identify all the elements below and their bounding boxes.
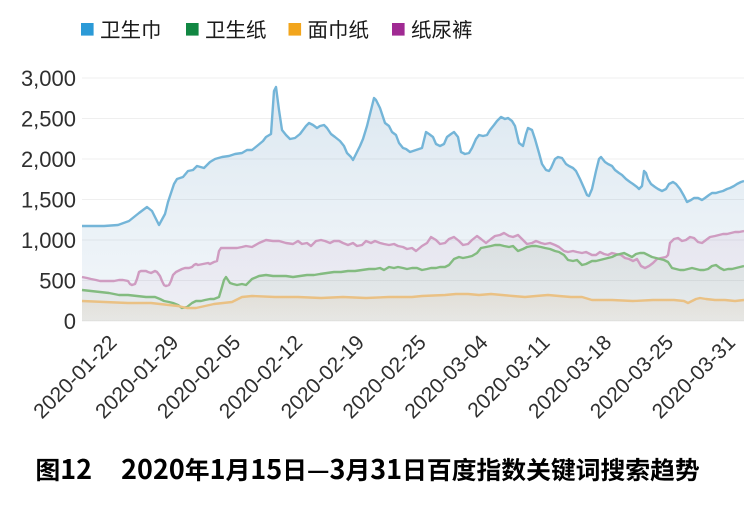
- svg-text:500: 500: [39, 269, 76, 294]
- svg-text:2,000: 2,000: [21, 147, 76, 172]
- svg-text:1,500: 1,500: [21, 188, 76, 213]
- svg-text:1,000: 1,000: [21, 228, 76, 253]
- svg-text:0: 0: [64, 309, 76, 334]
- svg-text:3,000: 3,000: [21, 66, 76, 91]
- svg-text:2,500: 2,500: [21, 107, 76, 132]
